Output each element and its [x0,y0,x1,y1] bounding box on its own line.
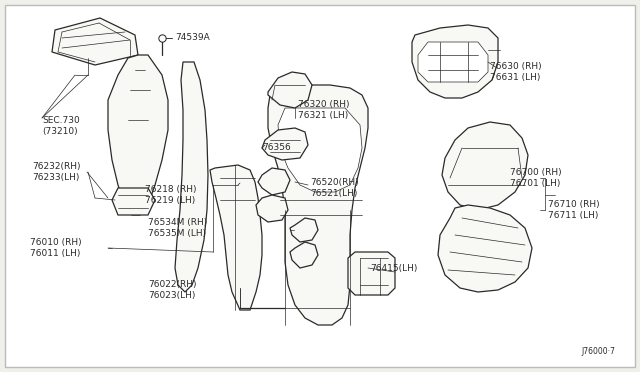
Text: 76232(RH)
76233(LH): 76232(RH) 76233(LH) [32,162,81,182]
Text: 76710 (RH)
76711 (LH): 76710 (RH) 76711 (LH) [548,200,600,220]
Text: 76700 (RH)
76701 (LH): 76700 (RH) 76701 (LH) [510,168,562,188]
Polygon shape [268,72,312,108]
Text: 76356: 76356 [262,144,291,153]
Polygon shape [112,188,155,215]
Polygon shape [108,55,168,215]
Text: 76218 (RH)
76219 (LH): 76218 (RH) 76219 (LH) [145,185,196,205]
Text: 76022(RH)
76023(LH): 76022(RH) 76023(LH) [148,280,196,300]
Polygon shape [438,205,532,292]
Text: J76000·7: J76000·7 [581,347,615,356]
Text: 76010 (RH)
76011 (LH): 76010 (RH) 76011 (LH) [30,238,82,258]
Text: 76320 (RH)
76321 (LH): 76320 (RH) 76321 (LH) [298,100,349,120]
Polygon shape [290,242,318,268]
Polygon shape [262,128,308,160]
Polygon shape [290,218,318,242]
Polygon shape [418,42,488,82]
Polygon shape [210,165,262,310]
Polygon shape [256,195,288,222]
Polygon shape [278,108,362,192]
Text: SEC.730
(73210): SEC.730 (73210) [42,116,80,136]
Text: 76630 (RH)
76631 (LH): 76630 (RH) 76631 (LH) [490,62,541,82]
Polygon shape [412,25,498,98]
Polygon shape [268,85,368,325]
Polygon shape [442,122,528,210]
Polygon shape [175,62,208,292]
Polygon shape [52,18,138,65]
Text: 76520(RH)
76521(LH): 76520(RH) 76521(LH) [310,178,358,198]
Text: 76415(LH): 76415(LH) [370,263,417,273]
Polygon shape [258,168,290,195]
Polygon shape [348,252,395,295]
Text: 76534M (RH)
76535M (LH): 76534M (RH) 76535M (LH) [148,218,207,238]
Text: 74539A: 74539A [175,33,210,42]
